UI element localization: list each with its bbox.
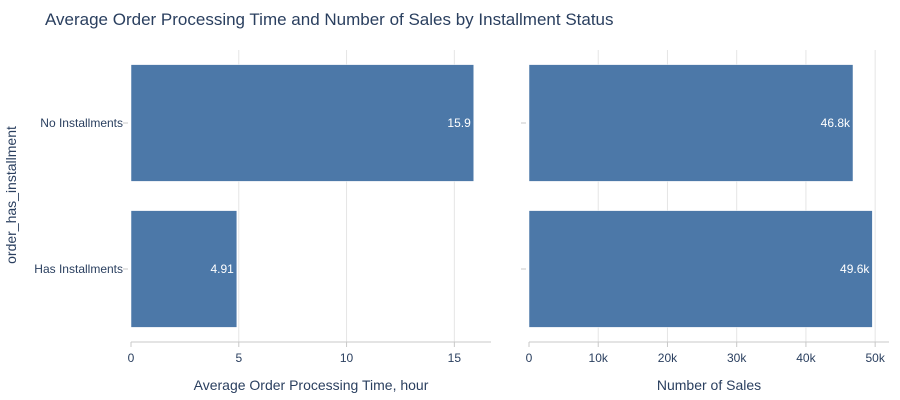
y-category-label: No Installments (40, 116, 123, 130)
sales-count-panel: 0 10k 20k 30k 40k 50k 46.8k 49.6k Number of Sale… (521, 50, 889, 393)
x-tick-label: 20k (658, 351, 678, 365)
bar-value-label: 15.9 (447, 116, 471, 130)
processing-time-panel: 0 5 10 15 15.9 No Installments 4.91 Has Install… (34, 50, 491, 393)
bar-value-label: 4.91 (210, 262, 234, 276)
x-tick-label: 15 (448, 351, 462, 365)
x-tick-label: 10k (589, 351, 609, 365)
y-category-label: Has Installments (34, 262, 123, 276)
x-axis-title: Number of Sales (657, 377, 761, 393)
x-axis-title: Average Order Processing Time, hour (194, 377, 429, 393)
x-tick-label: 10 (340, 351, 354, 365)
bar (528, 64, 854, 182)
bar (130, 64, 475, 182)
x-tick-label: 40k (796, 351, 816, 365)
x-tick-label: 0 (128, 351, 135, 365)
x-tick-label: 5 (235, 351, 242, 365)
bar (130, 210, 238, 328)
bar-value-label: 49.6k (840, 262, 870, 276)
y-axis-title: order_has_installment (3, 126, 19, 264)
chart-title: Average Order Processing Time and Number… (45, 10, 614, 29)
bar-value-label: 46.8k (821, 116, 851, 130)
bar (528, 210, 873, 328)
x-tick-label: 30k (727, 351, 747, 365)
x-tick-label: 50k (865, 351, 885, 365)
x-tick-label: 0 (526, 351, 533, 365)
